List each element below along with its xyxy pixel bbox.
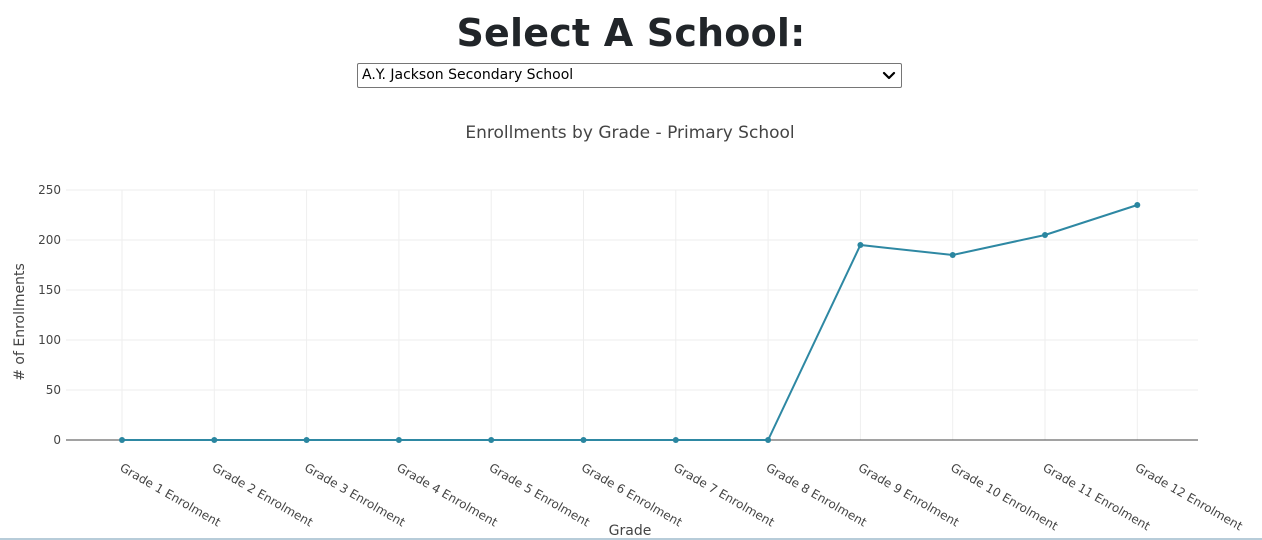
y-tick-label: 50 (46, 383, 61, 397)
x-tick-label: Grade 8 Enrolment (764, 460, 870, 529)
x-tick-label: Grade 9 Enrolment (856, 460, 962, 529)
grid-layer (66, 189, 1198, 441)
data-point[interactable] (211, 437, 218, 443)
y-tick-label: 150 (38, 283, 61, 297)
y-tick-label: 0 (53, 433, 61, 447)
y-tick-label: 100 (38, 333, 61, 347)
school-select[interactable]: A.Y. Jackson Secondary School (357, 63, 902, 88)
x-tick-label: Grade 7 Enrolment (671, 460, 777, 529)
data-point[interactable] (303, 437, 310, 443)
data-point[interactable] (580, 437, 587, 443)
x-axis-title: Grade (609, 523, 652, 539)
data-point[interactable] (488, 437, 495, 443)
chart-title: Enrollments by Grade - Primary School (465, 123, 794, 143)
data-point[interactable] (765, 437, 772, 443)
data-point[interactable] (672, 437, 679, 443)
chevron-down-icon (881, 64, 897, 87)
x-tick-label: Grade 4 Enrolment (394, 460, 500, 529)
x-tick-label: Grade 6 Enrolment (579, 460, 685, 529)
data-point[interactable] (1134, 202, 1141, 208)
x-tick-label: Grade 3 Enrolment (302, 460, 408, 529)
data-point[interactable] (949, 252, 956, 258)
school-select-value: A.Y. Jackson Secondary School (362, 67, 574, 83)
data-point[interactable] (1042, 232, 1048, 238)
data-point[interactable] (395, 437, 402, 443)
y-tick-label: 200 (38, 233, 61, 247)
data-points (119, 202, 1141, 443)
y-tick-label: 250 (38, 183, 61, 197)
x-tick-label: Grade 5 Enrolment (487, 460, 593, 529)
y-axis-title: # of Enrollments (12, 263, 28, 381)
x-tick-label: Grade 1 Enrolment (118, 460, 224, 529)
page-title: Select A School: (456, 11, 806, 55)
y-tick-labels: 0 50 100 150 200 250 (38, 183, 61, 447)
x-tick-label: Grade 2 Enrolment (210, 460, 316, 529)
data-point[interactable] (119, 437, 125, 443)
data-point[interactable] (857, 242, 864, 248)
series-line (122, 204, 1138, 441)
